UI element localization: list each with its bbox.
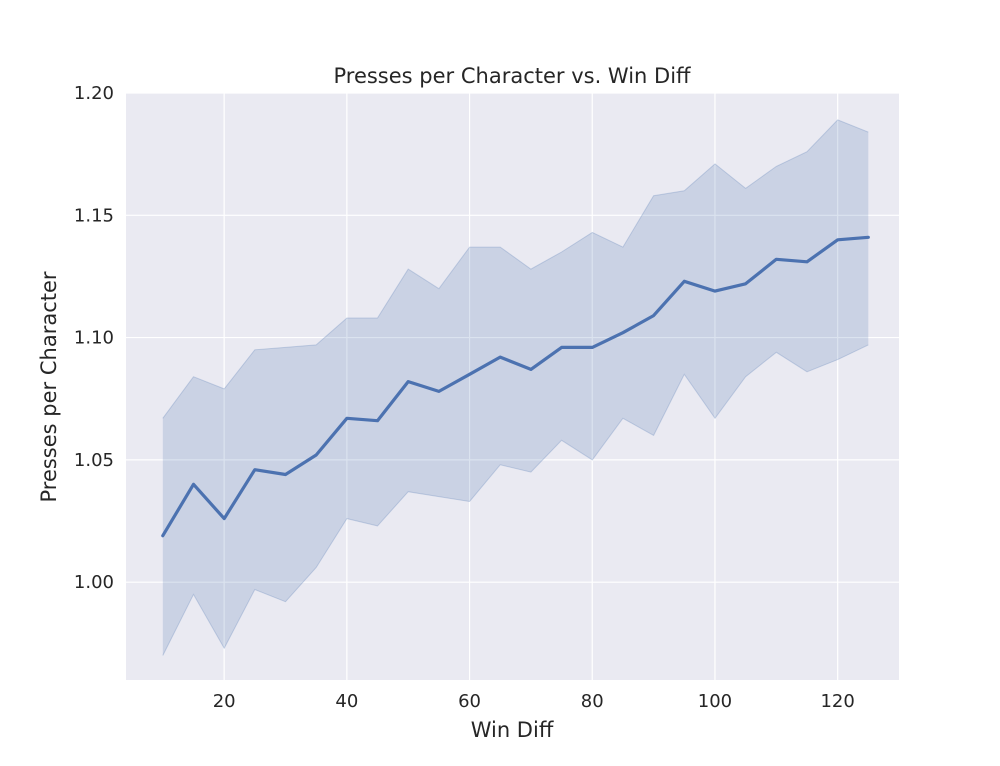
- y-tick-label: 1.05: [74, 450, 114, 471]
- y-tick-label: 1.10: [74, 328, 114, 349]
- y-tick-label: 1.15: [74, 205, 114, 226]
- x-tick-label: 40: [335, 691, 358, 712]
- x-tick-label: 80: [581, 691, 604, 712]
- grid-lines: [126, 92, 899, 680]
- x-tick-label: 120: [820, 691, 854, 712]
- x-tick-label: 20: [213, 691, 236, 712]
- y-tick-labels: 1.00 1.05 1.10 1.15 1.20: [74, 83, 114, 593]
- confidence-band-upper-edge: [162, 119, 869, 419]
- x-tick-label: 100: [698, 691, 732, 712]
- x-tick-label: 60: [458, 691, 481, 712]
- x-axis-label: Win Diff: [471, 718, 554, 742]
- confidence-band: [162, 119, 869, 656]
- chart-title: Presses per Character vs. Win Diff: [333, 64, 691, 88]
- y-tick-label: 1.20: [74, 83, 114, 104]
- y-tick-label: 1.00: [74, 572, 114, 593]
- confidence-band-lower-edge: [162, 344, 869, 656]
- series-line: [161, 235, 870, 538]
- y-axis-label: Presses per Character: [37, 271, 61, 502]
- x-tick-labels: 20 40 60 80 100 120: [213, 691, 855, 712]
